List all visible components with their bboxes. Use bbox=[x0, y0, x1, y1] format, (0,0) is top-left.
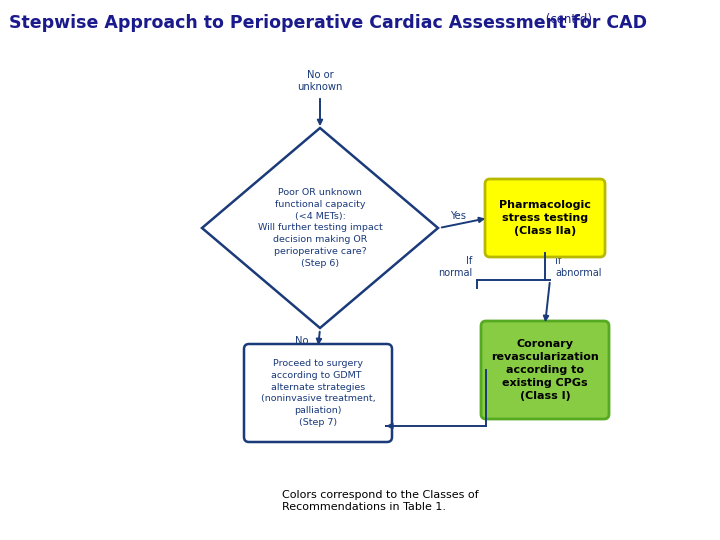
FancyBboxPatch shape bbox=[244, 344, 392, 442]
Text: Colors correspond to the Classes of
Recommendations in Table 1.: Colors correspond to the Classes of Reco… bbox=[282, 490, 479, 511]
Text: If
normal: If normal bbox=[438, 256, 472, 278]
Text: No: No bbox=[294, 336, 308, 346]
Text: (cont’d): (cont’d) bbox=[542, 14, 592, 26]
Polygon shape bbox=[202, 128, 438, 328]
Text: Coronary
revascularization
according to
existing CPGs
(Class I): Coronary revascularization according to … bbox=[491, 340, 599, 401]
Text: No or
unknown: No or unknown bbox=[297, 70, 343, 92]
FancyBboxPatch shape bbox=[485, 179, 605, 257]
Text: Poor OR unknown
functional capacity
(<4 METs):
Will further testing impact
decis: Poor OR unknown functional capacity (<4 … bbox=[258, 188, 382, 268]
FancyBboxPatch shape bbox=[481, 321, 609, 419]
Text: Yes: Yes bbox=[450, 211, 466, 221]
Text: Pharmacologic
stress testing
(Class IIa): Pharmacologic stress testing (Class IIa) bbox=[499, 200, 591, 236]
Text: If
abnormal: If abnormal bbox=[555, 256, 601, 278]
Text: Stepwise Approach to Perioperative Cardiac Assessment for CAD: Stepwise Approach to Perioperative Cardi… bbox=[9, 14, 647, 31]
Text: Proceed to surgery
according to GDMT 
alternate strategies
(noninvasive treatmen: Proceed to surgery according to GDMT alt… bbox=[261, 359, 375, 427]
